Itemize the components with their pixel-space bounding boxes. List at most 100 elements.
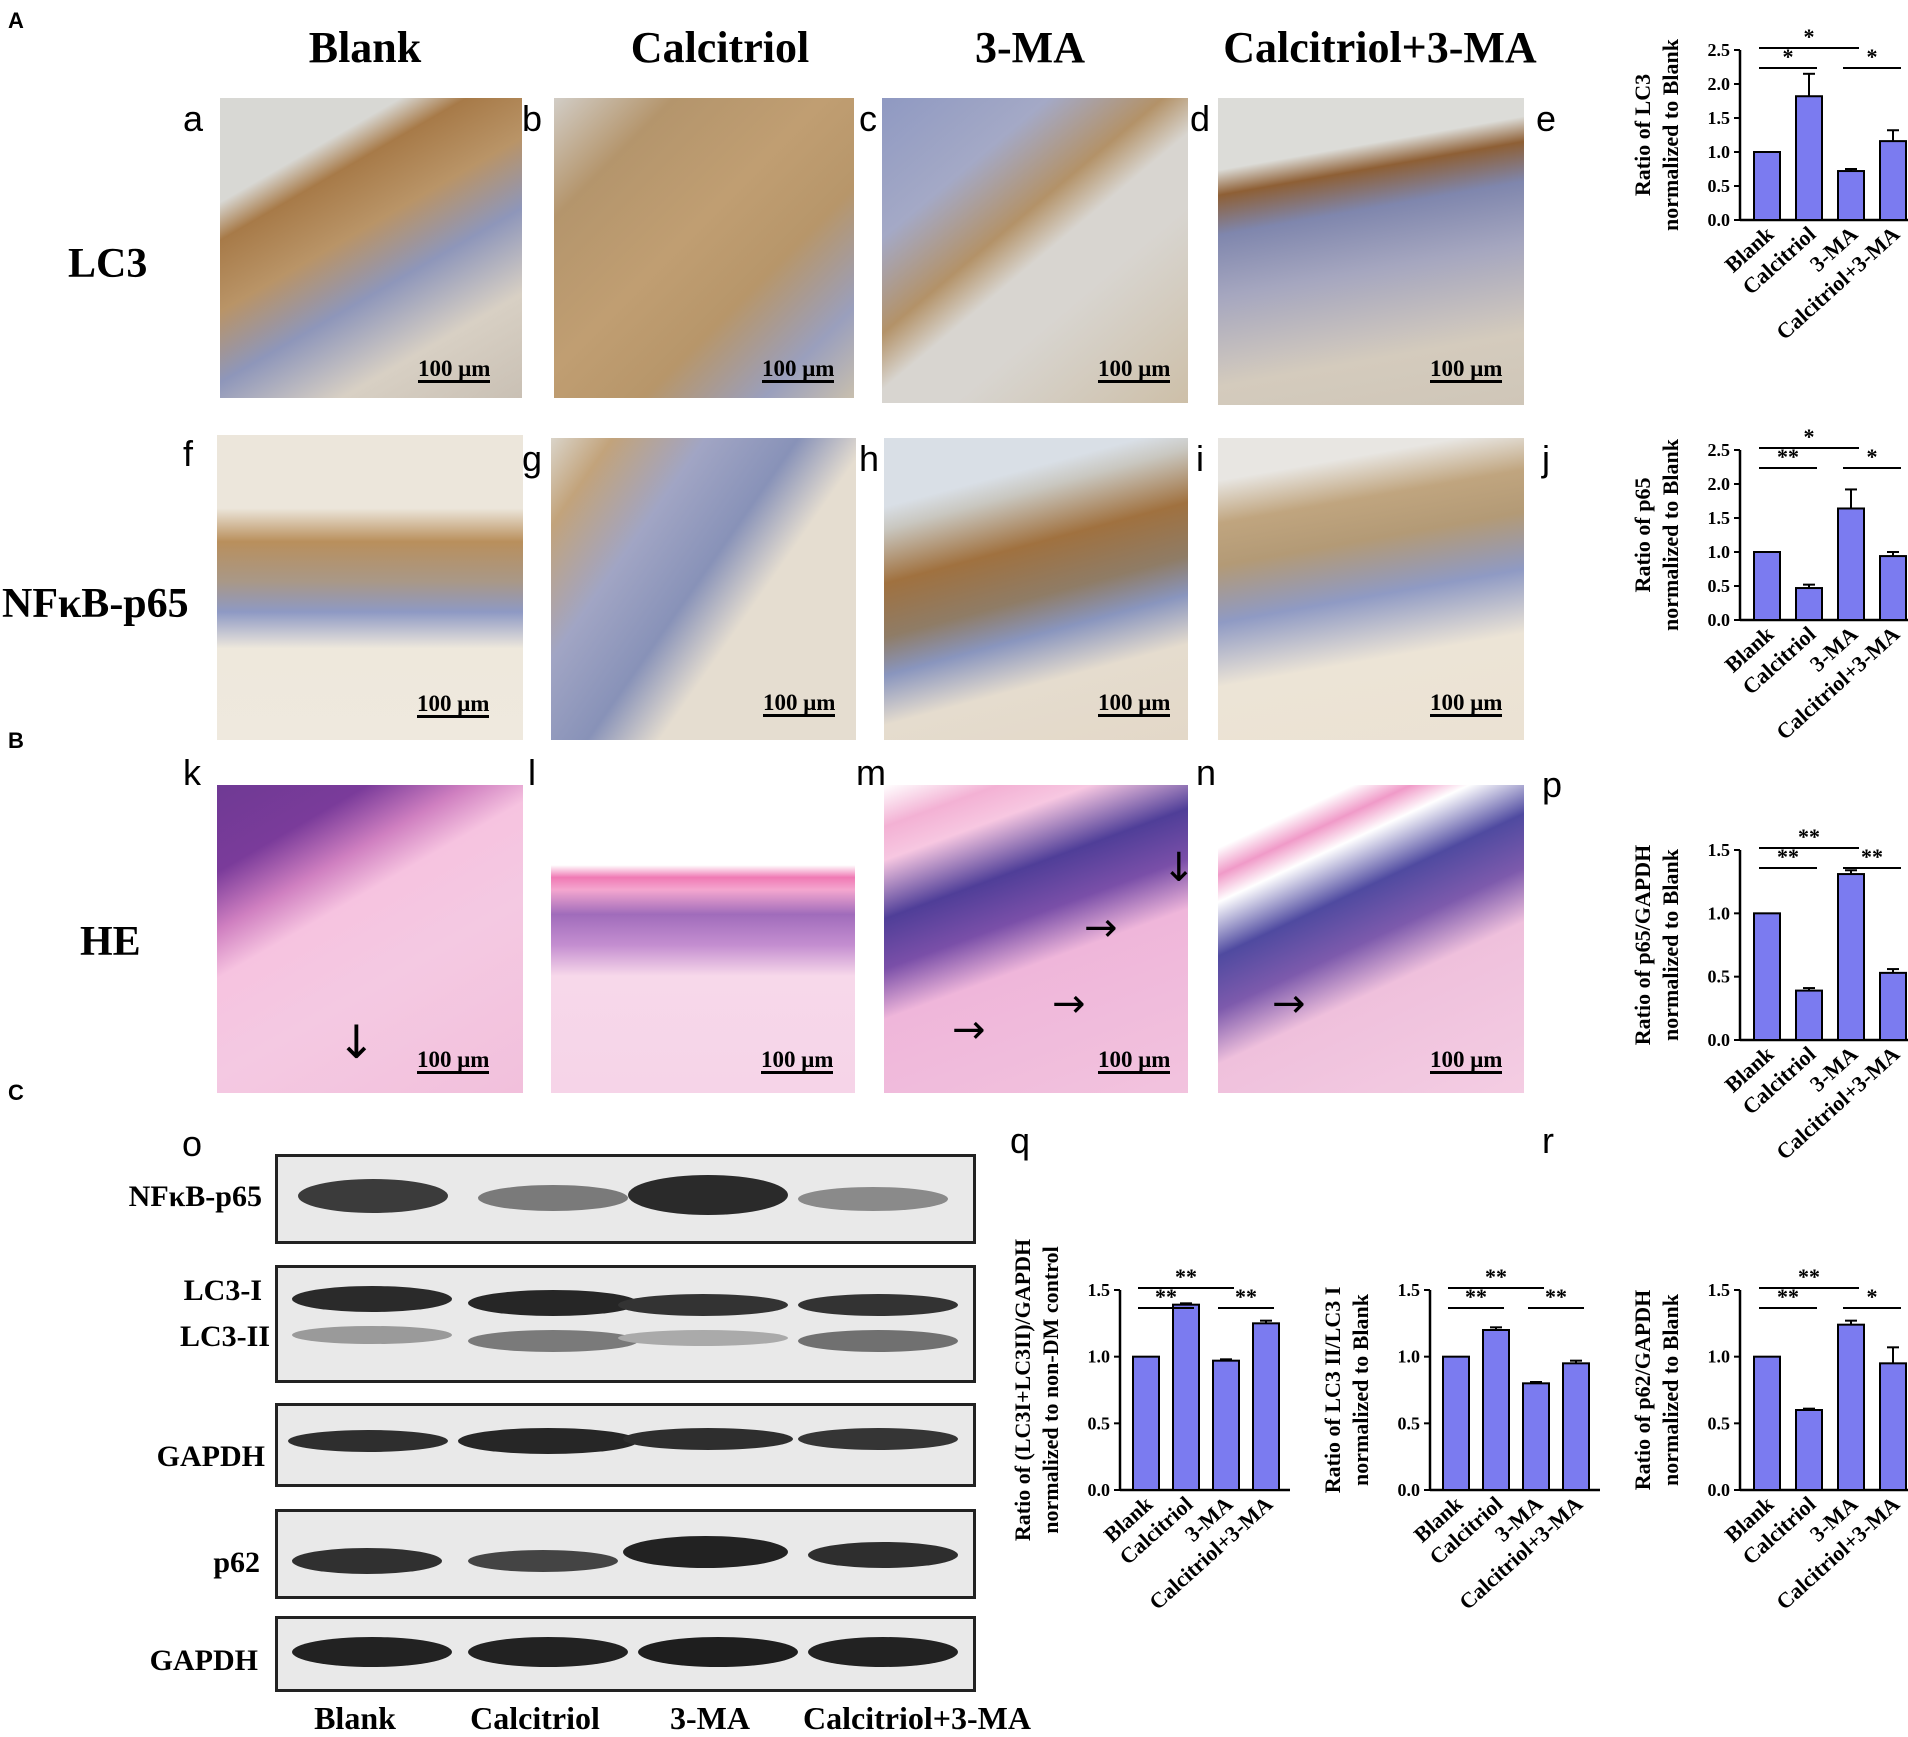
y-axis-label: Ratio of (LC3I+LC3II)/GAPDH normalized to… [1010,1239,1063,1541]
y-tick-label: 0.0 [1088,1480,1111,1500]
y-tick-label: 2.5 [1708,40,1731,60]
significance-marker: ** [1545,1284,1567,1309]
y-tick-label: 1.0 [1708,542,1731,562]
micrograph-he-3ma: → ↓ → → 100 μm [884,785,1188,1093]
panel-letter-l: l [528,752,536,793]
y-tick-label: 0.5 [1708,967,1731,987]
y-tick-label: 1.0 [1398,1347,1421,1367]
scale-bar: 100 μm [417,691,490,718]
significance-marker: ** [1777,844,1799,869]
blot-band [288,1430,448,1452]
micrograph-he-calcitriol: 100 μm [551,785,855,1093]
bar [1837,873,1865,1041]
section-label-c: C [8,1080,24,1105]
scale-bar: 100 μm [1430,690,1503,717]
blot-band [298,1179,448,1213]
significance-marker: * [1867,1284,1878,1309]
micrograph-p65-3ma: 100 μm [884,438,1188,740]
y-tick-label: 0.0 [1708,610,1731,630]
scale-bar: 100 μm [762,356,835,383]
panel-letter-b: b [522,98,543,139]
arrow-right-icon: → [952,1007,986,1053]
y-axis-label: Ratio of p62/GAPDH normalized to Blank [1630,1290,1683,1490]
bar [1879,555,1907,621]
blot-band [628,1175,788,1215]
panel-letter-i: i [1196,438,1204,479]
arrow-right-icon: → [1084,905,1118,951]
y-tick-label: 0.5 [1708,1413,1731,1433]
bar-chart-r-p62: Ratio of p62/GAPDH normalized to Blank 0.0… [1630,1264,1908,1615]
scale-bar: 100 μm [1098,356,1171,383]
significance-marker: ** [1235,1284,1257,1309]
y-tick-label: 2.5 [1708,440,1731,460]
micrograph-lc3-blank: 100 μm [220,98,522,398]
blot-strip-gapdh [275,1403,976,1487]
arrow-right-icon: → [1052,981,1086,1027]
bar [1562,1362,1590,1491]
scale-bar: 100 μm [763,690,836,717]
micrograph-he-calcitriol-3ma: → 100 μm [1218,785,1524,1093]
blot-band [292,1286,452,1312]
bar [1252,1322,1280,1492]
significance-marker: * [1804,24,1815,49]
micrograph-p65-calcitriol: 100 μm [551,438,856,740]
arrow-down-icon: ↓ [1162,845,1188,891]
scale-bar: 100 μm [1098,1047,1171,1074]
significance-marker: ** [1798,824,1820,849]
scale-bar: 100 μm [761,1047,834,1074]
bar [1795,1409,1823,1491]
y-tick-label: 1.5 [1088,1280,1111,1300]
scale-bar: 100 μm [1430,1047,1503,1074]
bar [1172,1303,1200,1491]
significance-marker: ** [1465,1284,1487,1309]
significance-marker: * [1783,44,1794,69]
blot-band [468,1550,618,1572]
bar [1753,912,1781,1041]
y-tick-label: 1.0 [1708,142,1731,162]
y-tick-label: 1.5 [1708,1280,1731,1300]
blot-band [638,1637,798,1667]
bar-chart-p: Ratio of p65/GAPDH normalized to Blank 0.0… [1630,824,1908,1165]
blot-band [808,1637,958,1667]
row-label-lc3: LC3 [68,241,148,287]
significance-marker: * [1867,44,1878,69]
blot-band [292,1548,442,1574]
y-tick-label: 0.0 [1708,1480,1731,1500]
blot-band [292,1326,452,1344]
panel-letter-g: g [522,438,543,479]
significance-marker: ** [1485,1264,1507,1289]
bar-chart-q: Ratio of (LC3I+LC3II)/GAPDH normalized to… [1010,1239,1290,1615]
bar [1753,151,1781,221]
lane-label-3ma: 3-MA [670,1700,750,1736]
panel-letter-f: f [183,433,194,474]
bar [1482,1329,1510,1491]
bar [1795,587,1823,621]
column-header-3ma: 3-MA [975,23,1085,72]
bar [1879,140,1907,221]
blot-label-gapdh: GAPDH [156,1440,265,1473]
bar [1442,1355,1470,1491]
y-tick-label: 2.0 [1708,74,1731,94]
bar [1837,507,1865,621]
micrograph-lc3-3ma: 100 μm [882,98,1188,403]
bar [1837,1323,1865,1491]
bar [1753,551,1781,621]
blot-band [623,1536,788,1568]
bar-chart-e: Ratio of LC3 normalized to Blank 0.0 0.5 1.0… [1630,24,1908,345]
panel-letter-n: n [1196,752,1217,793]
micrograph-lc3-calcitriol: 100 μm [554,98,854,398]
y-tick-label: 0.5 [1398,1413,1421,1433]
panel-letter-h: h [859,438,880,479]
bar [1795,95,1823,221]
panel-letter-a: a [183,98,204,139]
y-axis-label: Ratio of LC3 normalized to Blank [1630,38,1683,231]
significance-marker: * [1867,444,1878,469]
arrow-down-icon: ↓ [337,1015,376,1069]
blot-band [798,1294,958,1316]
panel-letter-o: o [182,1123,203,1164]
column-header-calcitriol-3ma: Calcitriol+3-MA [1223,23,1537,72]
panel-letter-m: m [856,752,886,793]
micrograph-p65-blank: 100 μm [217,435,523,740]
bar [1879,1362,1907,1491]
